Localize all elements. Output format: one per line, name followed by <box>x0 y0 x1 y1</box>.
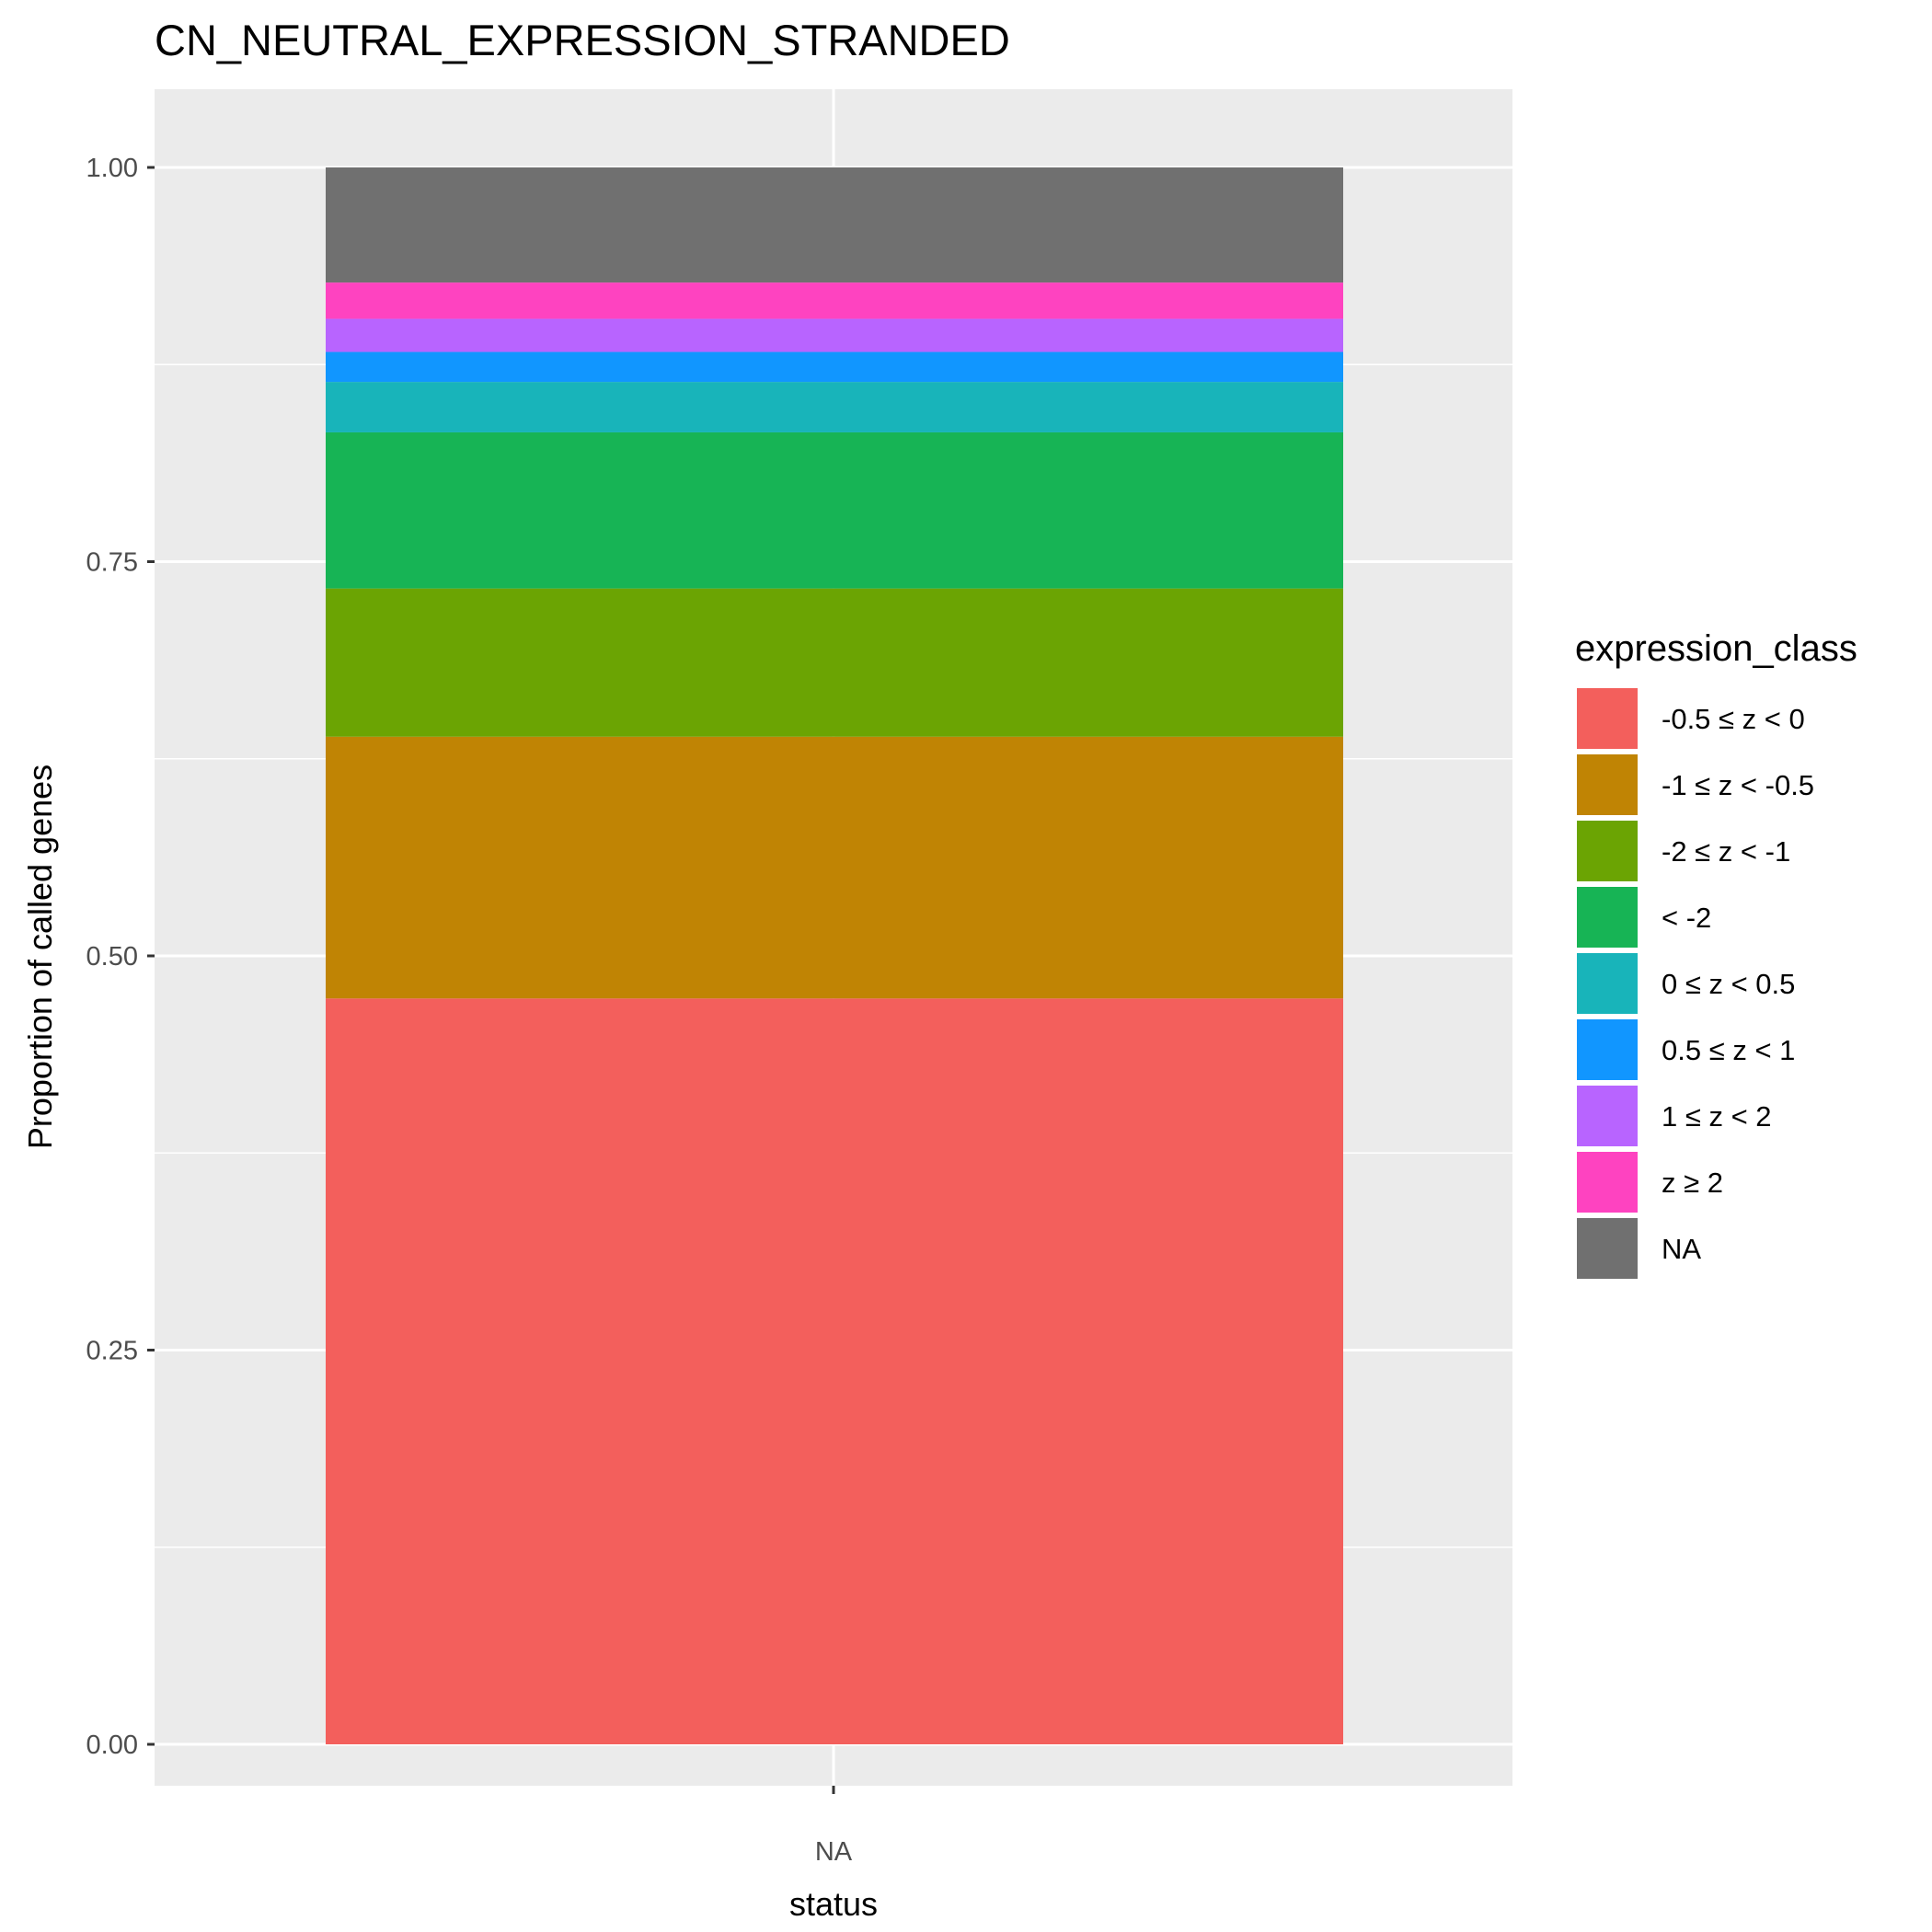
bar-segment <box>326 431 1343 589</box>
y-tick-label: 0.75 <box>86 548 138 578</box>
legend-key <box>1577 1218 1638 1279</box>
chart-title: CN_NEUTRAL_EXPRESSION_STRANDED <box>155 16 1010 64</box>
bar-segment <box>326 351 1343 383</box>
legend: expression_class -0.5 ≤ z < 0 -1 ≤ z < -0… <box>1575 628 1857 1279</box>
legend-label: NA <box>1662 1233 1701 1265</box>
bar-segment <box>326 318 1343 352</box>
legend-label: 0 ≤ z < 0.5 <box>1662 968 1795 1000</box>
bar-stack <box>326 167 1343 1744</box>
legend-label: z ≥ 2 <box>1662 1167 1723 1199</box>
legend-label: -2 ≤ z < -1 <box>1662 835 1790 868</box>
x-tick-label: NA <box>815 1837 853 1867</box>
x-axis: NA <box>815 1786 853 1867</box>
legend-key <box>1577 953 1638 1014</box>
legend-label: 0.5 ≤ z < 1 <box>1662 1034 1795 1066</box>
bar-segment <box>326 588 1343 737</box>
legend-key <box>1577 1019 1638 1080</box>
y-axis-title: Proportion of called genes <box>21 765 59 1149</box>
x-axis-title: status <box>789 1885 878 1923</box>
y-tick-label: 0.00 <box>86 1731 138 1760</box>
y-tick-label: 1.00 <box>86 154 138 183</box>
legend-key <box>1577 754 1638 815</box>
legend-label: < -2 <box>1662 902 1711 934</box>
bar-segment <box>326 998 1343 1744</box>
legend-key <box>1577 1152 1638 1213</box>
legend-key <box>1577 887 1638 948</box>
legend-key <box>1577 1086 1638 1146</box>
bar-segment <box>326 382 1343 432</box>
bar-segment <box>326 167 1343 283</box>
bar-segment <box>326 736 1343 999</box>
legend-label: -1 ≤ z < -0.5 <box>1662 769 1814 801</box>
legend-key <box>1577 688 1638 749</box>
y-axis: 0.00 0.25 0.50 0.75 1.00 <box>86 154 155 1760</box>
y-tick-label: 0.50 <box>86 942 138 972</box>
bar-segment <box>326 282 1343 319</box>
y-tick-label: 0.25 <box>86 1337 138 1366</box>
legend-title: expression_class <box>1575 628 1857 669</box>
legend-label: 1 ≤ z < 2 <box>1662 1100 1772 1133</box>
legend-label: -0.5 ≤ z < 0 <box>1662 703 1805 735</box>
legend-key <box>1577 821 1638 881</box>
